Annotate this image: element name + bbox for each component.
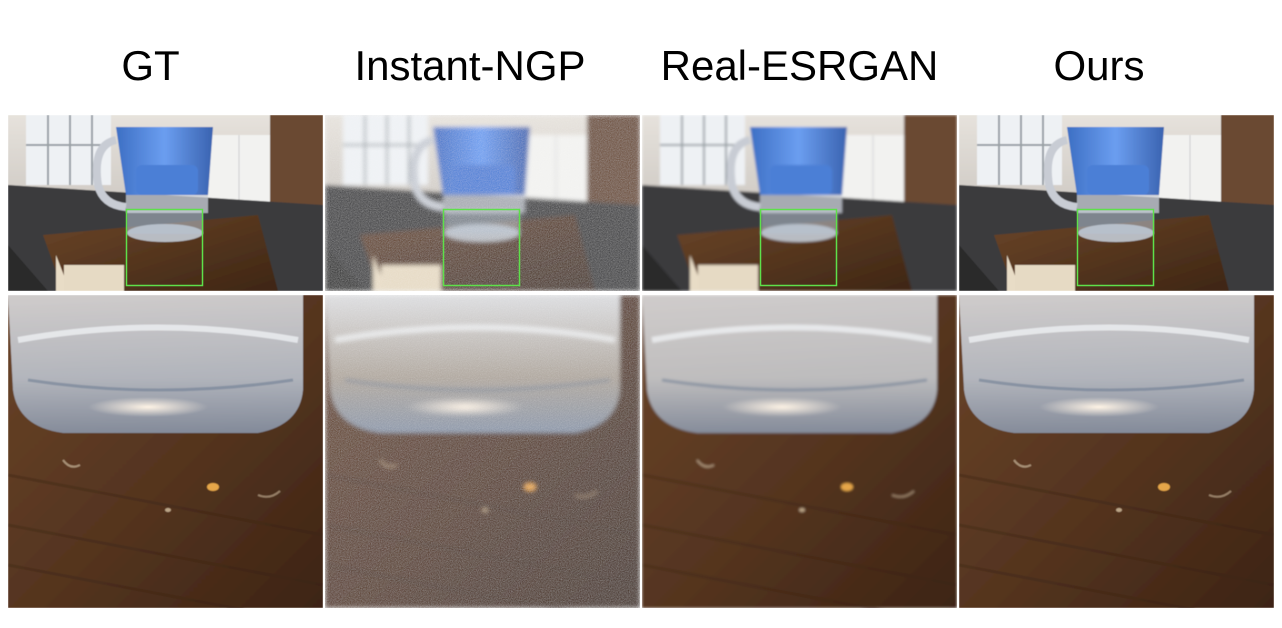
scene-image-instant-ngp <box>325 115 640 291</box>
scene-image-ours <box>959 115 1274 291</box>
column-title-real-esrgan: Real-ESRGAN <box>660 42 939 89</box>
zoom-crop-real-esrgan <box>642 295 957 608</box>
zoom-crop-ours <box>959 295 1274 608</box>
scene-image-real-esrgan <box>642 115 957 291</box>
zoom-crop-gt <box>8 295 323 608</box>
column-title-gt: GT <box>121 42 180 89</box>
zoom-crop-instant-ngp <box>325 295 640 608</box>
scene-image-gt <box>8 115 323 291</box>
column-title-ours: Ours <box>1053 42 1145 89</box>
column-title-instant-ngp: Instant-NGP <box>354 42 586 89</box>
